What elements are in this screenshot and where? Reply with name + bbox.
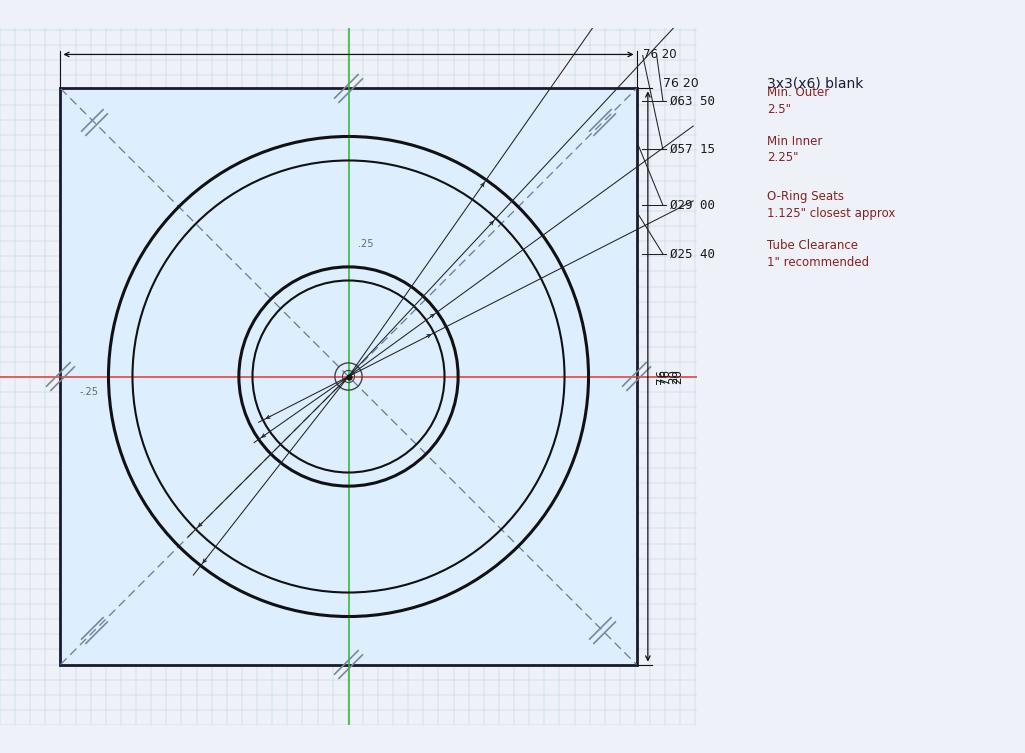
Text: Min Inner
2.25": Min Inner 2.25" bbox=[768, 135, 823, 164]
Text: 76
20: 76 20 bbox=[655, 369, 681, 384]
Text: Tube Clearance
1" recommended: Tube Clearance 1" recommended bbox=[768, 239, 869, 269]
Text: 3x3(x6) blank: 3x3(x6) blank bbox=[768, 76, 864, 90]
Text: 76 20: 76 20 bbox=[663, 77, 699, 90]
Text: .25: .25 bbox=[358, 239, 373, 249]
Text: 76
20: 76 20 bbox=[659, 369, 685, 384]
Text: Min. Outer
2.5": Min. Outer 2.5" bbox=[768, 86, 829, 115]
Text: 76 20: 76 20 bbox=[643, 48, 676, 61]
Text: -.25: -.25 bbox=[79, 387, 98, 398]
Text: Ø57 15: Ø57 15 bbox=[670, 143, 714, 156]
Text: O-Ring Seats
1.125" closest approx: O-Ring Seats 1.125" closest approx bbox=[768, 191, 896, 220]
Text: Ø29 00: Ø29 00 bbox=[670, 199, 714, 212]
Text: Ø25 40: Ø25 40 bbox=[670, 248, 714, 261]
Text: Ø63 50: Ø63 50 bbox=[670, 94, 714, 107]
Bar bbox=[60, 88, 637, 665]
